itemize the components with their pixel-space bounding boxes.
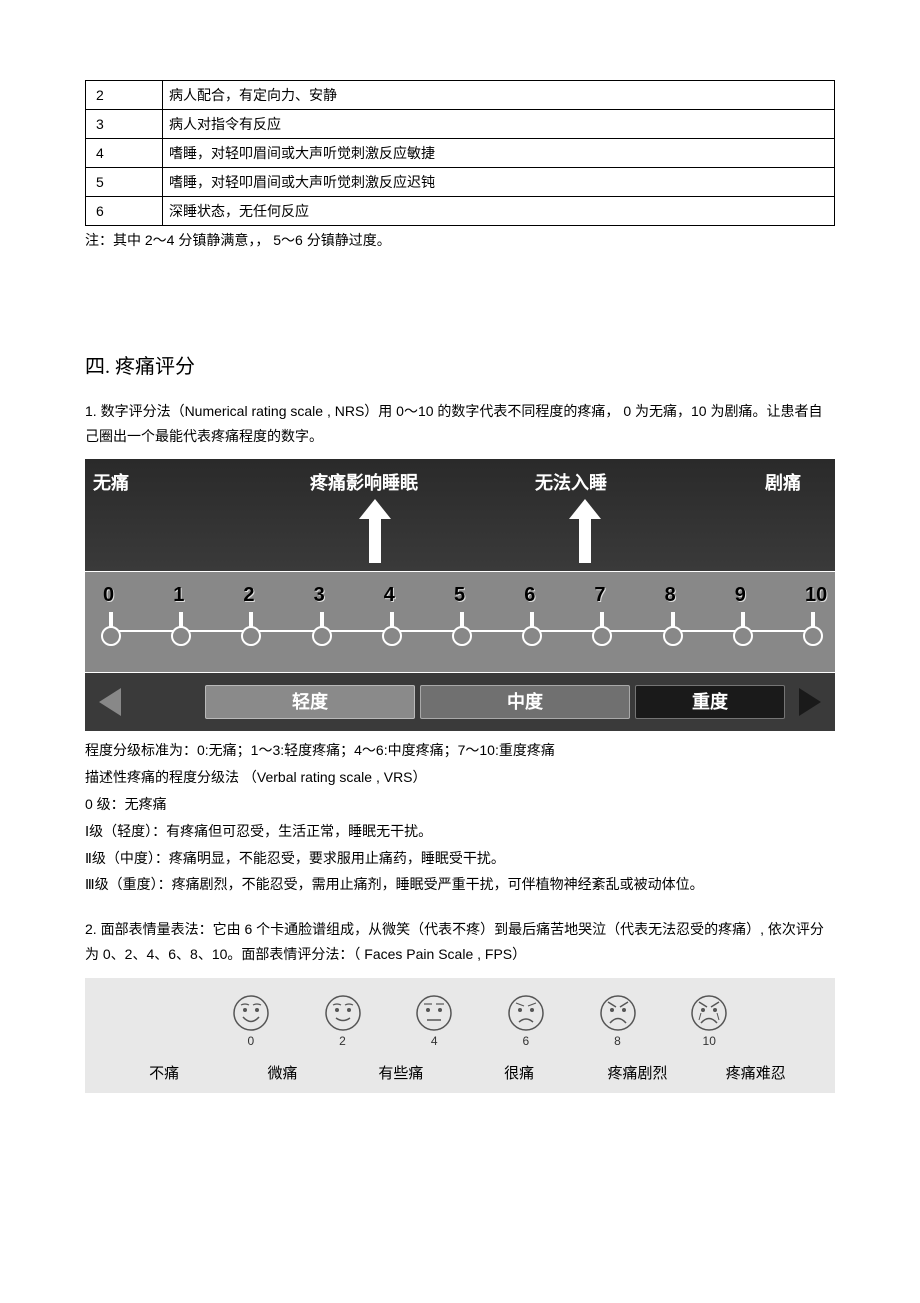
arrow-right-icon — [799, 688, 821, 716]
fps-labels-row: 不痛微痛有些痛很痛疼痛剧烈疼痛难忍 — [105, 1062, 815, 1083]
cell-desc: 病人对指令有反应 — [163, 110, 835, 139]
fps-face-score: 6 — [480, 1034, 572, 1048]
fps-label: 不痛 — [105, 1062, 223, 1083]
face-icon — [415, 994, 453, 1032]
cell-num: 4 — [86, 139, 163, 168]
cell-num: 2 — [86, 81, 163, 110]
nrs-severity-region: 中度 — [420, 685, 630, 719]
nrs-tick-label: 3 — [314, 584, 325, 607]
fps-face-score: 8 — [572, 1034, 664, 1048]
nrs-tick-label: 2 — [243, 584, 254, 607]
nrs-tick — [811, 612, 815, 632]
nrs-tick-label: 4 — [384, 584, 395, 607]
fps-intro: 2. 面部表情量表法：它由 6 个卡通脸谱组成，从微笑（代表不疼）到最后痛苦地哭… — [85, 917, 835, 967]
nrs-tick-label: 7 — [594, 584, 605, 607]
fps-face-score: 0 — [205, 1034, 297, 1048]
nrs-bottom-region: 轻度中度重度 — [85, 673, 835, 731]
arrow-up-icon — [363, 499, 387, 563]
cell-desc: 深睡状态，无任何反应 — [163, 197, 835, 226]
nrs-top-label: 无法入睡 — [535, 469, 607, 495]
cell-num: 5 — [86, 168, 163, 197]
vrs-level: 0 级：无疼痛 — [85, 793, 835, 817]
nrs-top-label: 剧痛 — [765, 469, 801, 495]
nrs-grading: 程度分级标准为：0:无痛；1〜3:轻度疼痛；4〜6:中度疼痛；7〜10:重度疼痛 — [85, 739, 835, 763]
nrs-tick — [249, 612, 253, 632]
fps-face-column: 2 — [297, 994, 389, 1048]
vrs-title: 描述性疼痛的程度分级法 （Verbal rating scale , VRS） — [85, 766, 835, 790]
fps-block: 2. 面部表情量表法：它由 6 个卡通脸谱组成，从微笑（代表不疼）到最后痛苦地哭… — [85, 917, 835, 1092]
nrs-intro: 1. 数字评分法（Numerical rating scale , NRS）用 … — [85, 399, 835, 449]
nrs-tick-label: 6 — [524, 584, 535, 607]
nrs-top-label: 疼痛影响睡眠 — [310, 469, 418, 495]
face-icon — [690, 994, 728, 1032]
nrs-scale: 0 1 2 3 4 5 6 7 8 9 10 — [85, 571, 835, 673]
fps-face-score: 10 — [663, 1034, 755, 1048]
fps-label: 微痛 — [223, 1062, 341, 1083]
fps-face-column: 8 — [572, 994, 664, 1048]
fps-face-score: 4 — [388, 1034, 480, 1048]
nrs-tick — [671, 612, 675, 632]
nrs-top-region: 无痛 疼痛影响睡眠 无法入睡 剧痛 — [85, 459, 835, 571]
nrs-tick — [530, 612, 534, 632]
nrs-tick — [179, 612, 183, 632]
cell-desc: 嗜睡，对轻叩眉间或大声听觉刺激反应迟钝 — [163, 168, 835, 197]
arrow-up-icon — [573, 499, 597, 563]
table-row: 2病人配合，有定向力、安静 — [86, 81, 835, 110]
nrs-tick — [109, 612, 113, 632]
face-icon — [232, 994, 270, 1032]
cell-desc: 病人配合，有定向力、安静 — [163, 81, 835, 110]
nrs-chart: 无痛 疼痛影响睡眠 无法入睡 剧痛 0 1 2 3 4 5 6 7 8 9 10 轻度中度重度 — [85, 459, 835, 731]
fps-label: 有些痛 — [342, 1062, 460, 1083]
sedation-table: 2病人配合，有定向力、安静 3病人对指令有反应 4嗜睡，对轻叩眉间或大声听觉刺激… — [85, 80, 835, 226]
table-row: 3病人对指令有反应 — [86, 110, 835, 139]
arrow-left-icon — [99, 688, 121, 716]
cell-desc: 嗜睡，对轻叩眉间或大声听觉刺激反应敏捷 — [163, 139, 835, 168]
fps-face-column: 4 — [388, 994, 480, 1048]
nrs-tick — [460, 612, 464, 632]
vrs-level: Ⅰ级（轻度）：有疼痛但可忍受，生活正常，睡眠无干扰。 — [85, 820, 835, 844]
vrs-block: 程度分级标准为：0:无痛；1〜3:轻度疼痛；4〜6:中度疼痛；7〜10:重度疼痛… — [85, 739, 835, 897]
fps-label: 疼痛剧烈 — [578, 1062, 696, 1083]
face-icon — [324, 994, 362, 1032]
face-icon — [599, 994, 637, 1032]
fps-face-score: 2 — [297, 1034, 389, 1048]
fps-face-column: 10 — [663, 994, 755, 1048]
nrs-severity-region: 轻度 — [205, 685, 415, 719]
fps-face-column: 6 — [480, 994, 572, 1048]
fps-faces-row: 0246810 — [105, 994, 815, 1048]
fps-face-column: 0 — [205, 994, 297, 1048]
table-row: 6深睡状态，无任何反应 — [86, 197, 835, 226]
section-title: 四. 疼痛评分 — [85, 350, 835, 379]
nrs-tick-label: 5 — [454, 584, 465, 607]
table-row: 5嗜睡，对轻叩眉间或大声听觉刺激反应迟钝 — [86, 168, 835, 197]
nrs-tick-label: 1 — [173, 584, 184, 607]
fps-label: 疼痛难忍 — [697, 1062, 815, 1083]
nrs-tick-label: 8 — [665, 584, 676, 607]
vrs-level: Ⅱ级（中度）：疼痛明显，不能忍受，要求服用止痛药，睡眠受干扰。 — [85, 847, 835, 871]
fps-chart: 0246810 不痛微痛有些痛很痛疼痛剧烈疼痛难忍 — [85, 978, 835, 1093]
nrs-tick — [320, 612, 324, 632]
nrs-tick-label: 0 — [103, 584, 114, 607]
cell-num: 6 — [86, 197, 163, 226]
table-row: 4嗜睡，对轻叩眉间或大声听觉刺激反应敏捷 — [86, 139, 835, 168]
sedation-note: 注：其中 2〜4 分镇静满意，， 5〜6 分镇静过度。 — [85, 230, 835, 250]
face-icon — [507, 994, 545, 1032]
nrs-tick-label: 10 — [805, 584, 827, 607]
nrs-tick — [600, 612, 604, 632]
nrs-tick-label: 9 — [735, 584, 746, 607]
fps-label: 很痛 — [460, 1062, 578, 1083]
nrs-severity-region: 重度 — [635, 685, 785, 719]
cell-num: 3 — [86, 110, 163, 139]
nrs-tick — [390, 612, 394, 632]
vrs-level: Ⅲ级（重度）：疼痛剧烈，不能忍受，需用止痛剂，睡眠受严重干扰，可伴植物神经紊乱或… — [85, 873, 835, 897]
nrs-tick — [741, 612, 745, 632]
nrs-top-label: 无痛 — [93, 469, 129, 495]
